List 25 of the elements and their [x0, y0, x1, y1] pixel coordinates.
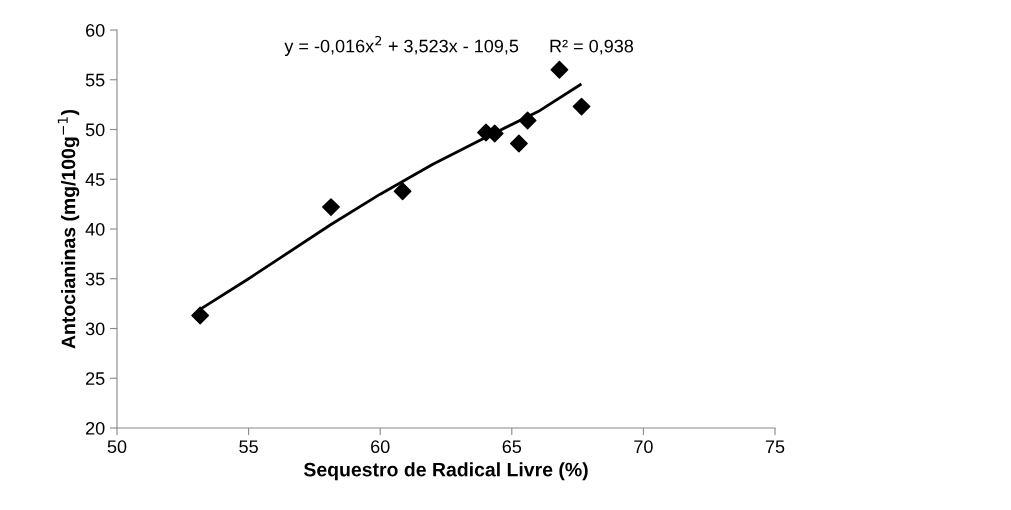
y-tick-label: 35: [85, 272, 105, 286]
y-tick-label: 45: [85, 173, 105, 186]
point: [509, 134, 528, 153]
x-tick-label: 75: [765, 440, 785, 454]
y-tick-label: 40: [85, 222, 105, 236]
x-axis-title: Sequestro de Radical Livre (%): [303, 462, 588, 481]
x-tick-label: 60: [371, 440, 390, 454]
x-tick-label: 65: [502, 440, 522, 454]
y-tick-label: 60: [86, 23, 105, 37]
point: [191, 306, 210, 325]
y-tick-label: 50: [85, 123, 105, 137]
point: [550, 60, 569, 79]
y-tick-label: 30: [85, 322, 105, 336]
point: [322, 198, 340, 217]
y-tick-label: 20: [86, 421, 105, 435]
x-tick-label: 55: [239, 440, 258, 454]
y-tick-label: 55: [85, 73, 105, 87]
point: [518, 111, 537, 130]
x-tick-label: 50: [107, 440, 127, 454]
point: [572, 97, 591, 116]
y-tick-label: 25: [86, 372, 105, 385]
annotation: y = -0,016x$^{2}$ + 3,523x - 109,5 R² = 0,938: [284, 35, 634, 57]
point: [393, 182, 412, 201]
x-tick-label: 70: [634, 440, 653, 454]
y-axis-title: Antocianinas (mg/100g$^{−1}$): [57, 109, 80, 349]
